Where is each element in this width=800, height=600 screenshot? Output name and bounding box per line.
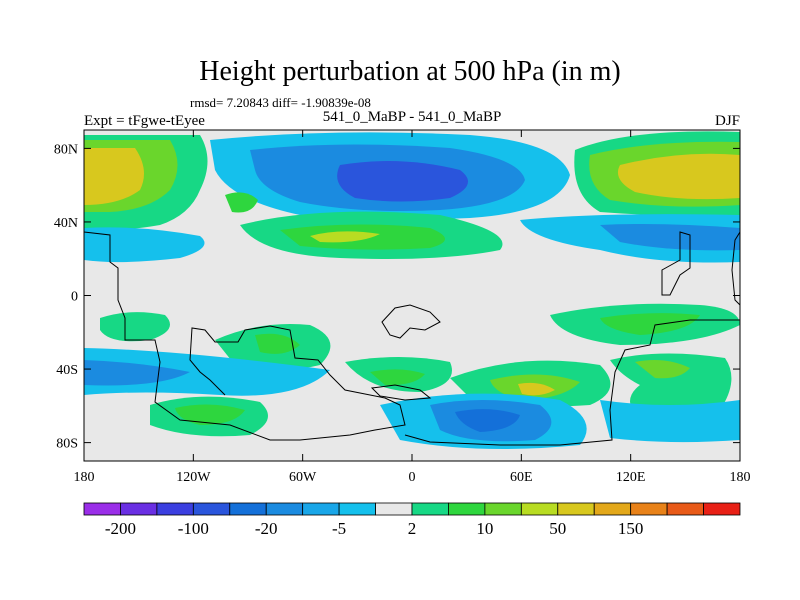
coastlines	[84, 231, 740, 446]
contour-sh-high-east-inner	[518, 382, 555, 396]
y-tick-label: 40S	[56, 363, 78, 378]
plot-area	[83, 129, 741, 462]
contour-nh-blue-right-mid	[600, 224, 740, 251]
coastline-africa	[381, 304, 441, 339]
x-tick-label: 180	[74, 470, 95, 485]
colorbar-swatch	[338, 502, 376, 516]
colorbar-swatch	[229, 502, 267, 516]
contour-antarctic-low-inner	[455, 409, 520, 432]
x-tick-label: 60W	[289, 470, 317, 485]
colorbar-label: -100	[178, 519, 209, 538]
colorbar-swatch	[192, 502, 231, 516]
x-tick-label: 60E	[510, 470, 533, 485]
chart-title: Height perturbation at 500 hPa (in m)	[199, 56, 620, 87]
coastline-southern-land	[370, 384, 432, 401]
contour-sh-blue-east	[600, 400, 740, 443]
colorbar-swatch	[666, 502, 704, 516]
y-tick-label: 0	[71, 290, 78, 305]
colorbar-swatch	[83, 502, 121, 516]
colorbar-swatch	[265, 502, 304, 516]
colorbar-swatch	[120, 502, 158, 516]
contour-atlantic-band-inner	[310, 231, 380, 243]
colorbar-swatch	[520, 502, 559, 516]
axes: 180 120W 60W 0 60E 120E 180 80N 40N 0 40S 80S	[54, 130, 751, 485]
x-tick-label: 180	[730, 470, 751, 485]
contour-green-blob-nw	[225, 192, 258, 213]
x-tick-label: 120E	[616, 470, 646, 485]
subtitle-center: 541_0_MaBP - 541_0_MaBP	[323, 109, 502, 125]
contour-sh-blue-band-left-mid	[84, 360, 190, 386]
contour-tropical-left	[100, 312, 170, 342]
colorbar: -200 -100 -20 -5 2 10 50 150	[83, 502, 741, 538]
colorbar-swatch	[411, 502, 449, 516]
colorbar-label: -5	[332, 519, 346, 538]
colorbar-swatch	[448, 502, 486, 516]
y-tick-label: 80N	[54, 142, 78, 157]
colorbar-swatch	[557, 502, 595, 516]
contour-sh-green-far-east-mid	[635, 360, 690, 379]
contour-nh-blue-left	[84, 227, 205, 263]
contour-arctic-low-inner	[337, 161, 468, 202]
colorbar-swatch	[302, 502, 340, 516]
subtitle-right: DJF	[715, 113, 740, 129]
stats-text: rmsd= 7.20843 diff= -1.90839e-08	[190, 95, 371, 110]
colorbar-label: 10	[476, 519, 493, 538]
y-tick-label: 40N	[54, 216, 78, 231]
contour-asia-high-inner	[617, 153, 740, 200]
contour-sh-mid-left-inner	[255, 333, 300, 354]
x-tick-label: 120W	[176, 470, 211, 485]
colorbar-label: 2	[408, 519, 417, 538]
coastline-east-sh	[404, 231, 740, 446]
contour-tropical-right-mid	[600, 313, 700, 335]
contour-sh-green-center-inner	[370, 369, 425, 386]
colorbar-swatch	[484, 502, 522, 516]
x-tick-label: 0	[409, 470, 416, 485]
contour-fields	[84, 131, 740, 449]
colorbar-swatch	[593, 502, 632, 516]
contour-sh-low-left-inner	[175, 404, 245, 425]
contour-sh-blue-band-left	[84, 348, 330, 396]
colorbar-label: 50	[549, 519, 566, 538]
colorbar-label: -200	[105, 519, 136, 538]
colorbar-label: 150	[618, 519, 644, 538]
colorbar-swatch	[630, 502, 668, 516]
contour-nh-pacific-high-inner	[84, 148, 144, 205]
y-tick-label: 80S	[56, 437, 78, 452]
colorbar-swatch	[375, 502, 413, 516]
colorbar-swatch	[156, 502, 194, 516]
colorbar-swatch	[703, 502, 741, 516]
colorbar-label: -20	[255, 519, 278, 538]
subtitle-left: Expt = tFgwe-tEyee	[84, 113, 205, 129]
coastline-americas	[84, 231, 406, 441]
coastline-east	[661, 231, 691, 296]
